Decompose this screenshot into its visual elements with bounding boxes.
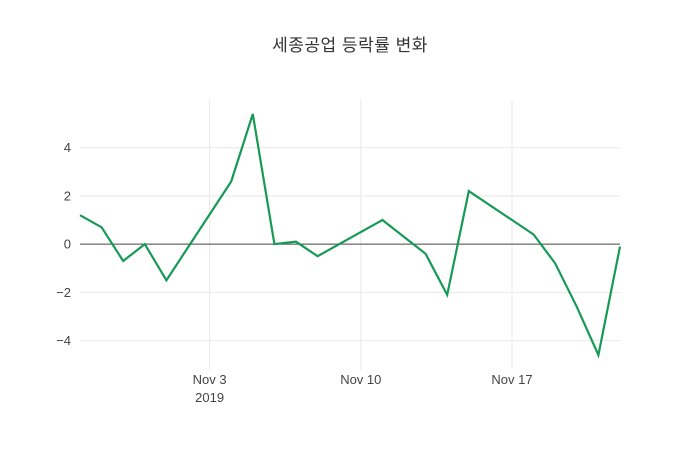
x-tick-label: Nov 10 [340, 372, 381, 387]
x-tick-label: Nov 3 [193, 372, 227, 387]
chart-title: 세종공업 등락률 변화 [272, 36, 428, 55]
y-tick-label: 0 [64, 237, 71, 252]
price-line [79, 113, 622, 359]
y-tick-label: 4 [64, 140, 71, 155]
x-tick-year-label: 2019 [195, 390, 224, 405]
y-tick-label: −2 [56, 285, 71, 300]
y-tick-label: 2 [64, 188, 71, 203]
y-tick-label: −4 [56, 333, 71, 348]
x-tick-label: Nov 17 [491, 372, 532, 387]
